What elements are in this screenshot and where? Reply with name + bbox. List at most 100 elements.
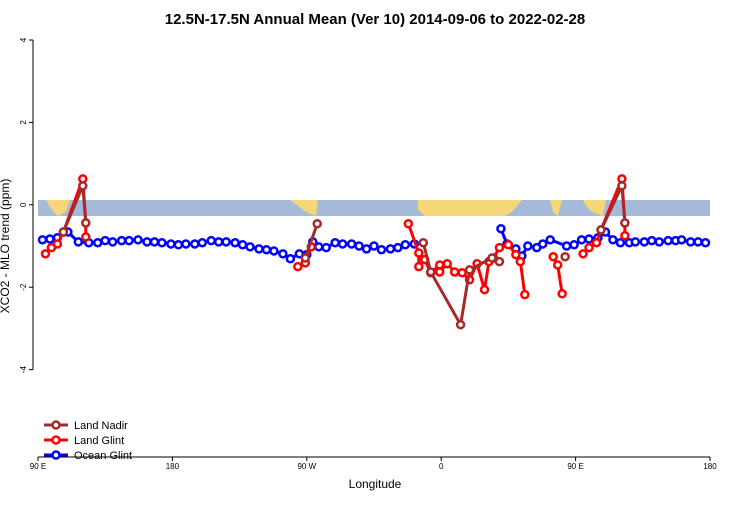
data-point [100, 235, 110, 246]
data-point [494, 242, 505, 253]
data-point [515, 256, 526, 267]
data-point [700, 237, 711, 248]
data-point [124, 235, 134, 246]
data-point [37, 235, 48, 245]
data-point [596, 225, 606, 235]
data-point [45, 234, 55, 244]
data-point [548, 251, 558, 262]
data-point [693, 237, 703, 247]
data-point [300, 253, 311, 263]
data-point [511, 249, 521, 260]
data-point [321, 242, 331, 253]
data-point [330, 237, 340, 248]
y-tick-label: -2 [19, 283, 28, 291]
data-point [369, 241, 379, 251]
data-point [376, 244, 387, 255]
data-point [685, 237, 696, 247]
data-point [663, 235, 673, 246]
data-point [133, 235, 143, 245]
data-point [52, 239, 63, 249]
data-point [494, 256, 505, 267]
data-point [58, 227, 69, 237]
data-point [617, 181, 627, 191]
x-tick-label: 90 E [30, 462, 46, 471]
data-point [142, 237, 152, 247]
data-point [647, 235, 657, 246]
data-point [400, 240, 411, 250]
chart-title: 12.5N-17.5N Annual Mean (Ver 10) 2014-09… [165, 11, 585, 28]
data-point [261, 244, 272, 255]
x-tick-label: 0 [439, 462, 444, 471]
data-point [393, 242, 403, 253]
legend-label: Land Nadir [74, 420, 128, 432]
data-point [354, 241, 364, 251]
data-point [149, 237, 160, 247]
data-point [181, 239, 191, 249]
data-point [197, 237, 208, 248]
data-point [346, 239, 357, 249]
data-point [569, 240, 579, 250]
x-tick-label: 180 [703, 462, 717, 471]
data-point [414, 248, 424, 258]
data-point [545, 235, 555, 245]
data-point [620, 230, 630, 241]
data-point [523, 241, 533, 251]
legend-label: Land Glint [74, 435, 124, 447]
data-point [221, 237, 231, 247]
data-point [78, 181, 88, 191]
series-line [44, 178, 627, 295]
data-point [639, 237, 650, 247]
data-point [237, 240, 248, 250]
data-point [166, 239, 176, 249]
data-point [591, 237, 602, 248]
data-point [479, 284, 490, 295]
data-point [173, 240, 184, 250]
data-point [560, 251, 570, 262]
data-point [92, 237, 103, 248]
data-point [503, 240, 514, 250]
data-point [254, 244, 264, 254]
data-point [107, 237, 118, 247]
data-point [496, 223, 506, 234]
data-point [414, 261, 424, 272]
data-point [269, 246, 279, 256]
data-point [608, 235, 618, 245]
x-axis-label: Longitude [349, 477, 402, 491]
data-point [520, 289, 530, 300]
data-point [385, 244, 396, 254]
data-point [578, 249, 588, 259]
legend-marker [51, 450, 61, 460]
data-point [40, 249, 51, 259]
data-point [552, 260, 563, 270]
data-point [425, 267, 436, 277]
data-point [557, 289, 567, 299]
data-point [81, 218, 91, 228]
data-point [576, 235, 587, 245]
data-point [313, 242, 324, 252]
x-tick-label: 90 W [297, 462, 316, 471]
y-tick-label: -4 [19, 365, 28, 373]
data-point [285, 254, 296, 264]
legend-marker [51, 435, 61, 445]
data-point [245, 242, 255, 252]
data-point [157, 237, 167, 248]
data-point [584, 234, 594, 244]
data-point [418, 237, 429, 248]
data-point [81, 232, 91, 242]
data-point [434, 267, 445, 277]
data-point [654, 237, 664, 247]
data-point [464, 265, 475, 275]
data-point [206, 235, 216, 246]
legend-marker [51, 420, 61, 430]
data-point [676, 235, 687, 245]
data-point [230, 237, 240, 248]
data-point [487, 253, 497, 263]
x-tick-label: 180 [166, 462, 180, 471]
data-point [361, 244, 372, 254]
data-point [190, 239, 200, 249]
data-point [442, 258, 452, 269]
data-point [73, 237, 84, 247]
x-tick-label: 90 E [567, 462, 583, 471]
data-point [537, 239, 548, 249]
legend-label: Ocean Glint [74, 450, 132, 462]
